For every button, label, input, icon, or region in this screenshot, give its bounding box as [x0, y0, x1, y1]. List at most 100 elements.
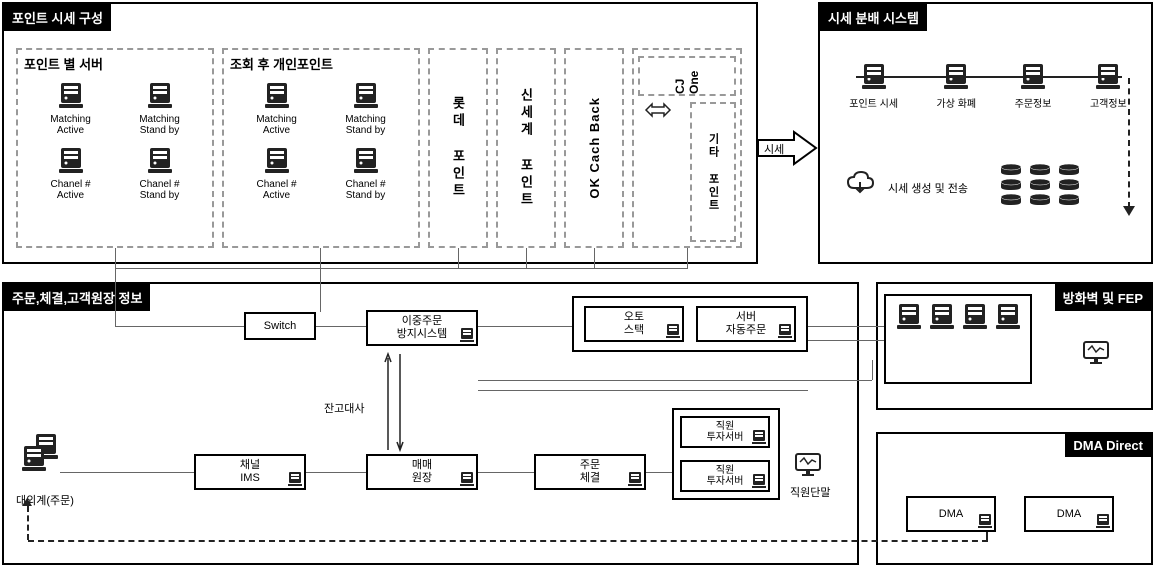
conn-line: [872, 360, 873, 380]
balance-label: 잔고대사: [324, 400, 364, 416]
box-etc-point: 기타 포인트: [690, 102, 736, 242]
server-icon: [20, 444, 48, 472]
dist-server: 가상 화폐: [937, 62, 977, 110]
group-title: 조회 후 개인포인트: [224, 50, 418, 77]
box-switch: Switch: [244, 312, 316, 340]
terminal-label: 직원단말: [790, 484, 830, 500]
group-title: 포인트 별 서버: [18, 50, 212, 77]
panel-title: 포인트 시세 구성: [4, 4, 111, 31]
server-icon: [895, 302, 923, 330]
monitor-icon: [1082, 340, 1116, 374]
server-icon: [1096, 514, 1110, 528]
dashed-line-v: [27, 506, 29, 540]
fep-servers-border: [884, 294, 1032, 384]
arrow-bidir-icon: [644, 100, 672, 120]
dist-server: 고객정보: [1090, 62, 1127, 110]
server-channel-active: Chanel # Active: [31, 146, 111, 201]
box-trade-ledger: 매매 원장: [366, 454, 478, 490]
conn-line: [478, 390, 808, 391]
vtext-en: OK Cach Back: [587, 97, 602, 199]
dist-server: 포인트 시세: [849, 62, 898, 110]
server-icon: [460, 472, 474, 486]
monitor-icon: [794, 452, 822, 480]
balance-arrows-icon: [380, 350, 410, 454]
server-channel-standby: Chanel # Stand by: [326, 146, 406, 201]
box-dup-order: 이중주문 방지시스템: [366, 310, 478, 346]
arrow-head-icon: [1123, 206, 1135, 216]
server-matching-standby: Matching Stand by: [120, 81, 200, 136]
dist-servers-row: 포인트 시세 가상 화폐 주문정보 고객정보: [830, 62, 1146, 110]
box-cjone: CJ One: [638, 56, 736, 96]
server-icon: [978, 514, 992, 528]
group-point-server: 포인트 별 서버 Matching Active Matching Stand …: [16, 48, 214, 248]
server-icon: [928, 302, 956, 330]
conn-line: [478, 472, 534, 473]
group-personal-point: 조회 후 개인포인트 Matching Active Matching Stan…: [222, 48, 420, 248]
server-icon: [57, 146, 85, 174]
conn-line: [808, 326, 884, 327]
dashed-line-v: [986, 532, 988, 540]
box-dma: DMA: [906, 496, 996, 532]
conn-line: [646, 472, 672, 473]
panel-dist: 시세 분배 시스템: [818, 2, 1153, 264]
db-icon: [1058, 194, 1080, 206]
db-icon: [1029, 179, 1051, 191]
server-icon: [146, 81, 174, 109]
dashed-down-line: [1128, 78, 1130, 208]
db-stacks: [1000, 164, 1080, 209]
group-lotte: 롯데 포인트: [428, 48, 488, 248]
conn-line: [115, 268, 688, 269]
server-icon: [352, 146, 380, 174]
conn-line: [478, 380, 872, 381]
server-icon: [460, 328, 474, 342]
panel-title: 주문,체결,고객원장 정보: [4, 284, 150, 311]
db-icon: [1029, 194, 1051, 206]
box-channel-ims: 채널 IMS: [194, 454, 306, 490]
box-order-exec: 주문 체결: [534, 454, 646, 490]
db-icon: [1000, 194, 1022, 206]
server-icon: [288, 472, 302, 486]
server-icon: [352, 81, 380, 109]
db-icon: [1000, 179, 1022, 191]
db-icon: [1058, 179, 1080, 191]
dist-connector: [856, 76, 1122, 78]
server-icon: [628, 472, 642, 486]
dist-bottom-label: 시세 생성 및 전송: [888, 180, 968, 196]
box-auto-stack: 오토 스택: [584, 306, 684, 342]
server-icon: [263, 81, 291, 109]
conn-line: [458, 248, 459, 268]
sise-label: 시세: [764, 141, 784, 157]
conn-line: [115, 326, 244, 327]
panel-title: 방화벽 및 FEP: [1055, 284, 1151, 311]
server-icon: [146, 146, 174, 174]
conn-line: [687, 248, 688, 268]
conn-line: [808, 340, 884, 341]
db-icon: [1000, 164, 1022, 176]
server-icon: [994, 302, 1022, 330]
box-emp-invest2: 직원 투자서버: [680, 460, 770, 492]
dist-server: 주문정보: [1015, 62, 1052, 110]
conn-line: [478, 326, 572, 327]
server-icon: [961, 302, 989, 330]
server-icon: [263, 146, 291, 174]
server-icon: [57, 81, 85, 109]
server-matching-active: Matching Active: [237, 81, 317, 136]
db-icon: [1058, 164, 1080, 176]
box-dma: DMA: [1024, 496, 1114, 532]
server-channel-active: Chanel # Active: [237, 146, 317, 201]
server-channel-standby: Chanel # Stand by: [120, 146, 200, 201]
box-auto-order: 서버 자동주문: [696, 306, 796, 342]
conn-line: [60, 472, 194, 473]
server-icon: [752, 474, 766, 488]
server-icon: [778, 324, 792, 338]
conn-line: [594, 248, 595, 268]
cloud-download-icon: [846, 170, 876, 198]
panel-title: DMA Direct: [1065, 434, 1151, 457]
dashed-return-line: [28, 540, 988, 542]
group-okcashback: OK Cach Back: [564, 48, 624, 248]
panel-title: 시세 분배 시스템: [820, 4, 927, 31]
db-icon: [1029, 164, 1051, 176]
conn-line: [115, 248, 116, 326]
arrow-head-icon: [22, 498, 32, 506]
conn-line: [306, 472, 366, 473]
